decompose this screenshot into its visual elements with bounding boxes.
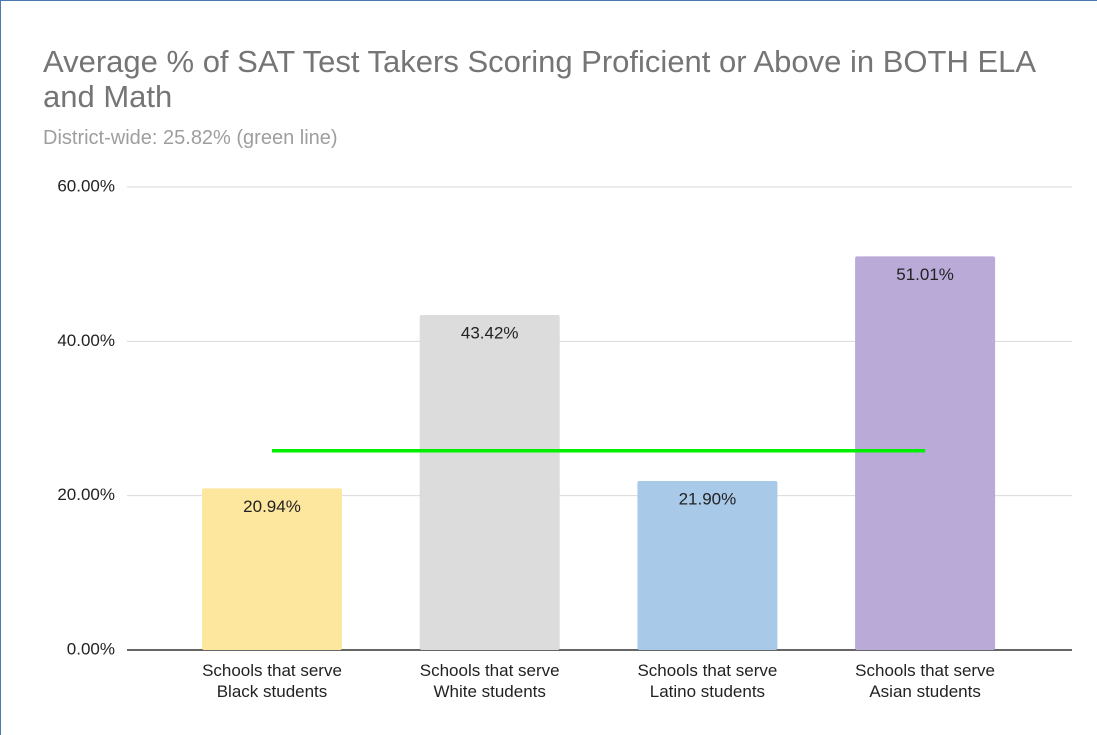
bar [855,256,996,650]
y-tick-label: 40.00% [57,331,115,350]
x-tick-label: Schools that serve White students [419,661,560,701]
value-label: 20.94% [243,497,301,516]
value-label: 51.01% [896,265,954,284]
y-tick-label: 20.00% [57,485,115,504]
bar [637,481,778,650]
x-tick-label: Schools that serve Asian students [855,661,996,701]
y-tick-label: 0.00% [67,639,115,658]
value-label: 21.90% [679,489,737,508]
x-tick-label: Schools that serve Black students [202,661,342,701]
bar [202,488,342,650]
bar [419,314,560,650]
value-label: 43.42% [461,323,519,342]
chart-subtitle: District-wide: 25.82% (green line) [43,127,338,149]
y-tick-label: 60.00% [57,176,115,195]
chart-title: Average % of SAT Test Takers Scoring Pro… [43,44,1035,114]
x-tick-label: Schools that serve Latino students [637,661,778,701]
